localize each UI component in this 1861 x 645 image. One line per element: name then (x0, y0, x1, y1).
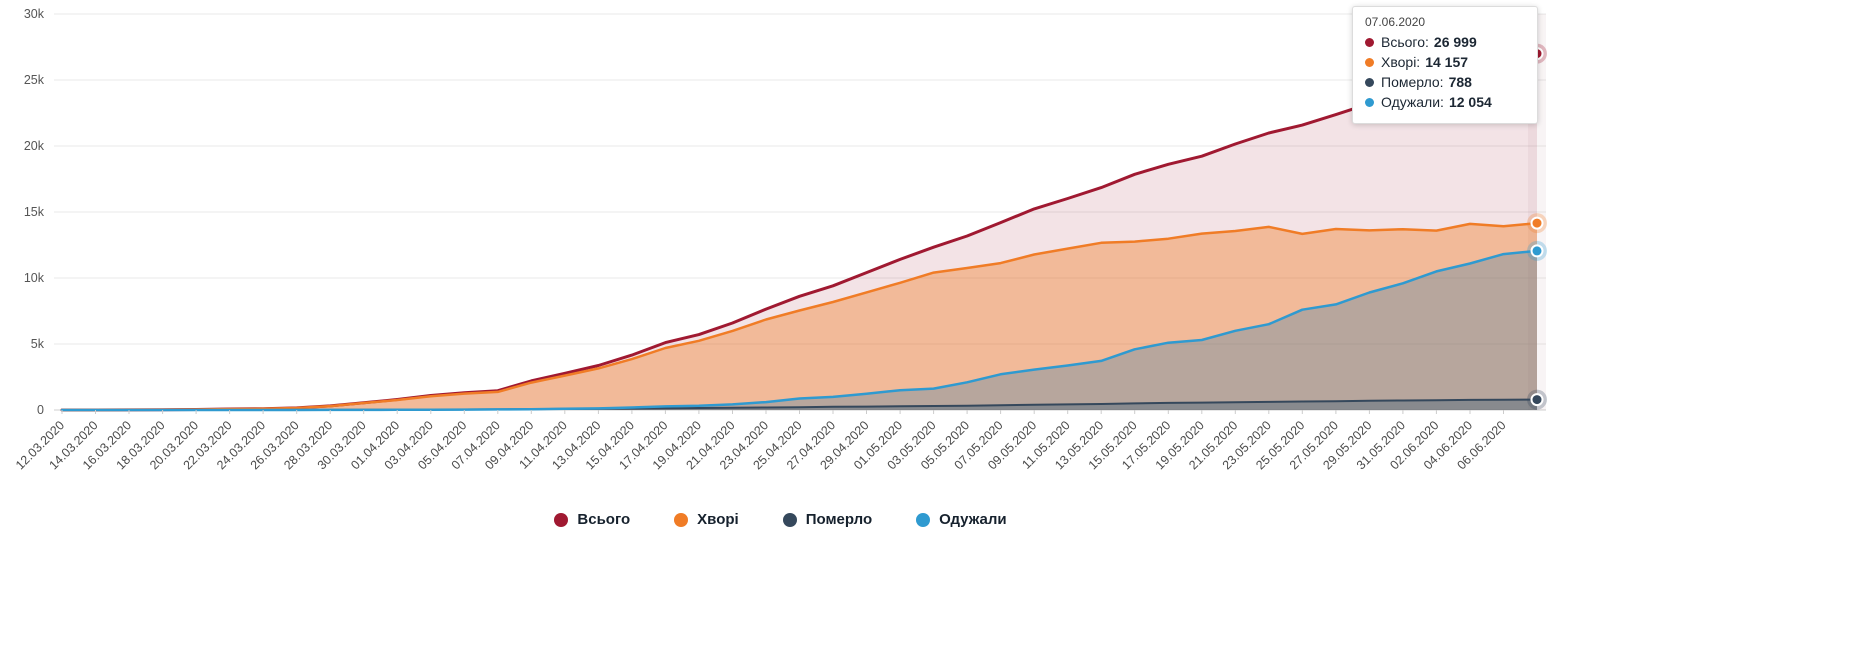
covid-chart: 0 5k 10k 15k 20k 25k 30k 12.03.2020 14.03.2020 16… (0, 0, 1561, 645)
y-tick-label: 15k (24, 205, 45, 219)
deaths-dot-icon (1365, 77, 1374, 87)
tooltip-row-sick: Хворі: 14 157 (1365, 54, 1525, 70)
marker-Хворі[interactable] (1527, 213, 1547, 234)
legend-item-deaths[interactable]: Померло (782, 511, 873, 528)
legend-label: Всього (577, 511, 631, 528)
tooltip: 07.06.2020 Всього: 26 999 Хворі: 14 157 … (1352, 6, 1538, 124)
legend-label: Хворі (697, 511, 739, 528)
tooltip-value: 14 157 (1425, 54, 1469, 70)
line-Хворі (60, 221, 1539, 412)
tooltip-date: 07.06.2020 (1365, 15, 1426, 29)
tooltip-row-total: Всього: 26 999 (1365, 34, 1525, 50)
tooltip-value: 12 054 (1448, 94, 1492, 110)
legend-label: Померло (805, 511, 873, 528)
total-dot-icon (554, 512, 569, 527)
y-tick-label: 30k (24, 7, 45, 21)
tooltip-label: Всього: (1381, 34, 1429, 50)
y-tick-label: 0 (37, 403, 44, 417)
line-Одужали (60, 249, 1539, 412)
marker-Померло[interactable] (1527, 389, 1547, 410)
tooltip-value: 26 999 (1433, 34, 1477, 50)
legend-item-recovered[interactable]: Одужали (916, 511, 1007, 528)
area-Померло (62, 399, 1537, 410)
y-tick-label: 5k (31, 337, 45, 351)
recovered-dot-icon (1365, 97, 1374, 107)
legend-item-sick[interactable]: Хворі (674, 511, 739, 528)
legend: Всього Хворі Померло Одужали (0, 511, 1561, 528)
legend-label: Одужали (939, 511, 1007, 528)
y-tick-label: 25k (24, 73, 45, 87)
deaths-dot-icon (782, 512, 797, 527)
area-Одужали (62, 250, 1537, 410)
sick-dot-icon (674, 512, 689, 527)
area-Всього (62, 53, 1537, 410)
total-dot-icon (1365, 37, 1374, 47)
tooltip-label: Померло: (1381, 74, 1444, 90)
marker-Одужали[interactable] (1527, 240, 1547, 261)
chart-plot-area[interactable]: 05k10k15k20k25k30k12.03.202014.03.202016… (0, 0, 1561, 645)
tooltip-value: 788 (1448, 74, 1472, 90)
sick-dot-icon (1365, 57, 1374, 67)
legend-item-total[interactable]: Всього (554, 511, 630, 528)
tooltip-label: Одужали: (1381, 94, 1444, 110)
recovered-dot-icon (916, 512, 931, 527)
tooltip-label: Хворі: (1381, 54, 1421, 70)
tooltip-row-recovered: Одужали: 12 054 (1365, 94, 1525, 110)
tooltip-row-deaths: Померло: 788 (1365, 74, 1525, 90)
y-tick-label: 10k (24, 271, 45, 285)
area-Хворі (62, 223, 1537, 410)
y-tick-label: 20k (24, 139, 45, 153)
